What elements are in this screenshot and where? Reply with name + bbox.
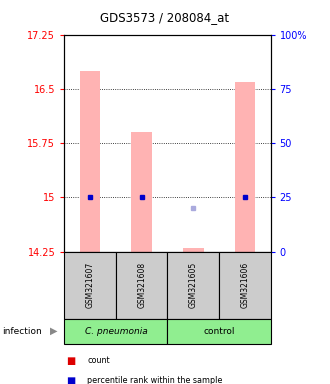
Text: control: control (203, 327, 235, 336)
Text: infection: infection (2, 327, 41, 336)
Text: GSM321606: GSM321606 (240, 262, 249, 308)
Bar (235, 81, 255, 252)
Text: count: count (87, 356, 110, 366)
Text: ■: ■ (66, 376, 75, 384)
Text: ■: ■ (66, 356, 75, 366)
Text: percentile rank within the sample: percentile rank within the sample (87, 376, 223, 384)
Text: C. pneumonia: C. pneumonia (84, 327, 147, 336)
Bar (183, 248, 204, 252)
Text: GSM321607: GSM321607 (85, 262, 95, 308)
Text: GDS3573 / 208084_at: GDS3573 / 208084_at (100, 11, 230, 24)
Text: ▶: ▶ (50, 326, 57, 336)
Bar (80, 71, 100, 252)
Bar (131, 132, 152, 252)
Text: GSM321605: GSM321605 (189, 262, 198, 308)
Text: GSM321608: GSM321608 (137, 262, 146, 308)
